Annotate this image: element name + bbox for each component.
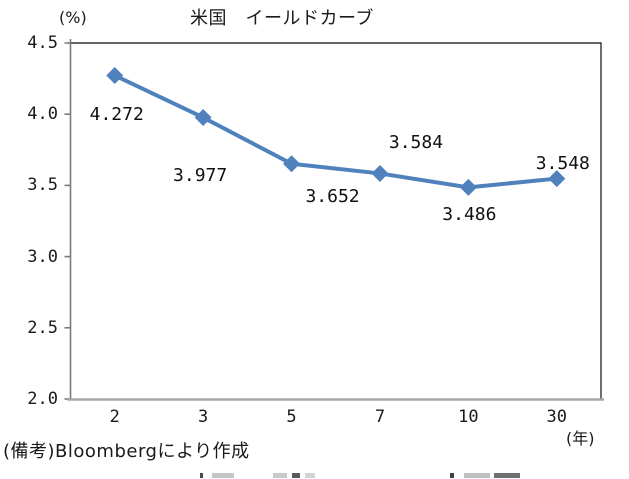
x-tick-label: 3 <box>198 407 209 427</box>
source-note: (備考)Bloombergにより作成 <box>3 441 250 462</box>
y-tick-label: 2.5 <box>27 317 58 338</box>
data-point-marker <box>548 170 566 188</box>
chart-title: 米国 イールドカーブ <box>190 8 374 29</box>
series-line <box>112 73 559 190</box>
data-point-marker <box>106 66 124 84</box>
data-point-label: 3.486 <box>442 204 497 226</box>
x-tick-label: 7 <box>374 407 386 427</box>
data-point-marker <box>459 178 477 196</box>
y-tick-label: 2.0 <box>27 389 58 409</box>
x-axis-unit-label: (年) <box>566 429 595 448</box>
data-point-label: 3.548 <box>535 152 590 174</box>
data-point-marker <box>371 164 389 182</box>
y-tick-label: 3.0 <box>27 246 58 267</box>
y-tick-label: 4.5 <box>27 33 58 53</box>
data-point-label: 3.652 <box>305 185 360 207</box>
clipped-text-remnant <box>0 473 629 478</box>
y-axis-unit-label: (%) <box>59 8 87 27</box>
data-point-marker <box>283 155 301 173</box>
x-tick-label: 5 <box>286 407 297 427</box>
y-tick-label: 3.5 <box>27 175 58 196</box>
plot-border <box>70 42 602 399</box>
data-point-label: 3.977 <box>173 165 228 187</box>
x-tick-label: 2 <box>109 407 120 427</box>
x-tick-label: 10 <box>458 407 479 427</box>
x-tick-label: 30 <box>546 407 568 427</box>
data-point-label: 4.272 <box>89 104 144 126</box>
data-point-label: 3.584 <box>388 132 444 154</box>
y-tick-label: 4.0 <box>27 104 58 125</box>
data-point-marker <box>194 108 212 126</box>
